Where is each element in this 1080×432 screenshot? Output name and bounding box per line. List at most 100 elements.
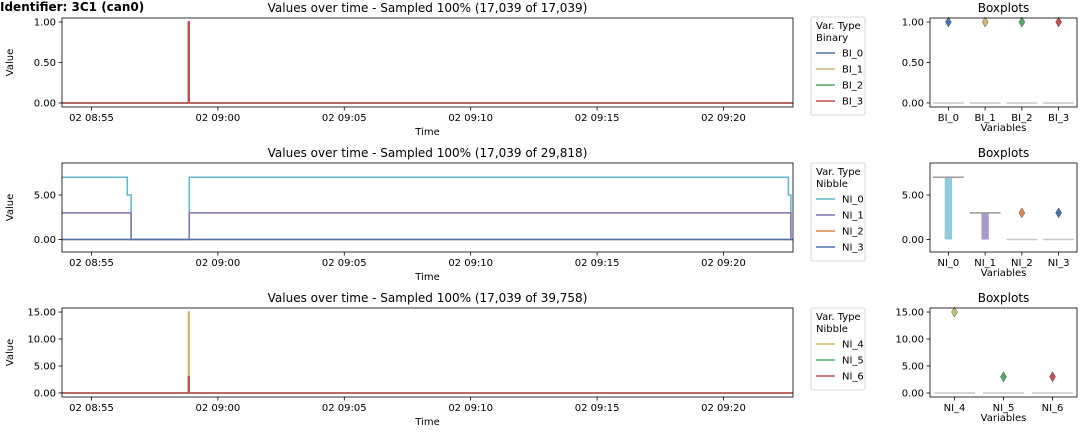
x-tick-label: NI_0: [937, 258, 959, 269]
outlier-marker-NI_3: [1055, 207, 1062, 219]
x-tick-label: BI_2: [1011, 113, 1032, 124]
y-tick-label: 5.00: [34, 361, 56, 372]
y-tick-label: 15.00: [895, 308, 924, 319]
series-line-BI_1: [62, 21, 793, 104]
legend-label-NI_3: NI_3: [842, 243, 864, 254]
legend-label-BI_1: BI_1: [842, 65, 863, 76]
x-tick-label: NI_4: [944, 403, 966, 414]
line-chart-2: 02 08:55 02 09:00 02 09:05 02 09:10 02 09:15…: [5, 291, 866, 428]
y-tick-label: 0.50: [902, 58, 924, 69]
y-tick-label: 0.00: [902, 388, 924, 399]
x-tick-label: 02 09:15: [575, 258, 620, 269]
plot-frame: [929, 162, 1078, 253]
outlier-marker-NI_2: [1018, 207, 1026, 219]
x-tick-label: 02 09:05: [322, 403, 367, 414]
chart-title: Values over time - Sampled 100% (17,039 …: [268, 291, 588, 305]
series-line-NI_0: [62, 176, 793, 241]
y-axis-label: Value: [5, 194, 16, 221]
plot-frame: [61, 162, 794, 253]
legend-subtitle: Nibble: [816, 324, 848, 335]
legend-label-BI_0: BI_0: [842, 49, 863, 60]
legend-label-NI_2: NI_2: [842, 227, 864, 238]
legend-frame: [810, 307, 866, 391]
outlier-marker-NI_5: [1000, 371, 1007, 383]
y-axis-label: Value: [5, 49, 16, 76]
y-tick-label: 5.00: [902, 191, 924, 202]
legend-frame: [810, 162, 866, 262]
x-axis-label: Time: [414, 417, 439, 428]
y-tick-label: 15.00: [27, 308, 56, 319]
y-tick-label: 0.00: [34, 388, 56, 399]
x-tick-label: 02 09:05: [322, 258, 367, 269]
legend-label-BI_2: BI_2: [842, 81, 863, 92]
plot-frame: [61, 17, 794, 108]
legend-title: Var. Type: [816, 21, 861, 32]
series-line-NI_5: [62, 376, 793, 394]
x-tick-label: 02 09:00: [196, 113, 241, 124]
x-tick-label: 02 09:00: [196, 403, 241, 414]
identifier-label: Identifier: 3C1 (can0): [0, 0, 145, 14]
y-tick-label: 0.00: [902, 98, 924, 109]
x-tick-label: 02 09:10: [448, 258, 493, 269]
y-axis-label: Value: [5, 339, 16, 366]
legend-title: Var. Type: [816, 167, 861, 178]
legend-label-NI_0: NI_0: [842, 195, 864, 206]
plot-frame: [61, 307, 794, 398]
legend-title: Var. Type: [816, 312, 861, 323]
x-tick-label: 02 08:55: [69, 403, 114, 414]
x-tick-label: NI_3: [1048, 258, 1070, 269]
x-tick-label: 02 09:05: [322, 113, 367, 124]
outlier-marker-BI_0: [945, 16, 952, 28]
legend-label-NI_4: NI_4: [842, 340, 864, 351]
outlier-marker-BI_1: [981, 16, 989, 28]
series-line-BI_0: [62, 21, 793, 104]
y-tick-label: 0.00: [34, 98, 56, 109]
x-tick-label: NI_5: [993, 403, 1015, 414]
x-tick-label: NI_1: [974, 258, 996, 269]
legend-label-NI_5: NI_5: [842, 356, 864, 367]
chart-title: Boxplots: [978, 1, 1030, 15]
x-tick-label: NI_6: [1042, 403, 1064, 414]
outlier-marker-BI_2: [1018, 16, 1026, 28]
y-tick-label: 10.00: [27, 335, 56, 346]
series-line-NI_4: [62, 311, 793, 394]
x-tick-label: 02 09:00: [196, 258, 241, 269]
box-body-NI_1: [981, 212, 989, 240]
series-line-NI_6: [62, 376, 793, 394]
legend-subtitle: Binary: [816, 33, 848, 44]
x-tick-label: 02 08:55: [69, 113, 114, 124]
series-line-BI_3: [62, 21, 793, 104]
boxplot-chart-2: NI_4 NI_5 NI_6 0.00 5.00 10.00 15.00 Boxplots Va…: [895, 291, 1078, 424]
line-chart-0: 02 08:55 02 09:00 02 09:05 02 09:10 02 09:15…: [5, 1, 866, 138]
outlier-marker-NI_4: [951, 306, 958, 318]
chart-title: Boxplots: [978, 146, 1030, 160]
y-tick-label: 0.50: [34, 58, 56, 69]
y-tick-label: 0.00: [902, 235, 924, 246]
legend-subtitle: Nibble: [816, 179, 848, 190]
chart-title: Values over time - Sampled 100% (17,039 …: [268, 1, 588, 15]
y-tick-label: 10.00: [895, 335, 924, 346]
x-axis-label: Time: [414, 272, 439, 283]
outlier-marker-NI_6: [1049, 371, 1056, 383]
x-tick-label: 02 09:20: [701, 258, 746, 269]
series-line-BI_2: [62, 21, 793, 104]
boxplot-chart-1: NI_0 NI_1 NI_2 NI_3 0.00 5.00 Boxplots Variable…: [902, 146, 1078, 279]
x-tick-label: 02 09:10: [448, 113, 493, 124]
x-tick-label: NI_2: [1011, 258, 1033, 269]
series-line-NI_1: [62, 212, 793, 241]
y-tick-label: 1.00: [34, 18, 56, 29]
x-tick-label: BI_0: [938, 113, 959, 124]
x-axis-label: Variables: [981, 123, 1027, 134]
x-tick-label: BI_3: [1048, 113, 1069, 124]
legend-label-NI_6: NI_6: [842, 372, 864, 383]
y-tick-label: 0.00: [34, 235, 56, 246]
y-tick-label: 5.00: [902, 361, 924, 372]
line-chart-1: 02 08:55 02 09:00 02 09:05 02 09:10 02 09:15…: [5, 146, 866, 283]
chart-title: Boxplots: [978, 291, 1030, 305]
x-tick-label: 02 09:20: [701, 113, 746, 124]
x-tick-label: 02 09:15: [575, 403, 620, 414]
